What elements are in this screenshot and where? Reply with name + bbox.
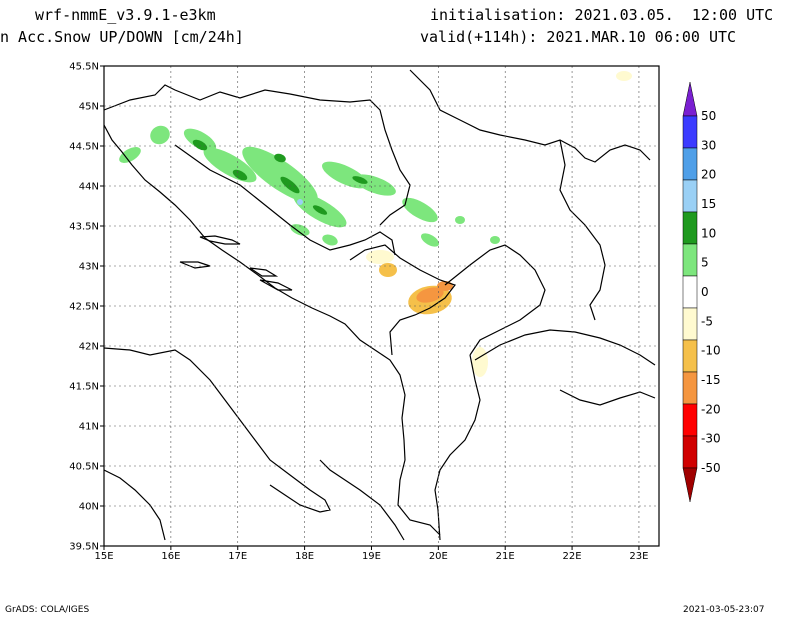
lon-tick-label: 22E [563,551,582,562]
lat-tick-label: 44N [79,182,99,193]
snow-patch-27 [437,281,453,291]
lat-tick-label: 45.5N [69,62,99,73]
border-serbia-bulgaria [559,139,606,321]
colorbar-label: 10 [701,226,716,240]
snow-patch-17 [312,205,328,215]
colorbar-label: -20 [701,402,721,416]
snow-patch-4 [242,146,318,204]
init-time: initialisation: 2021.03.05. 12:00 UTC [430,6,774,24]
snow-patch-20 [297,199,303,205]
colorbar-box [682,435,698,469]
colorbar-label: -10 [701,344,721,358]
coast-italy-heel [103,347,331,513]
border-montenegro [349,244,456,356]
colorbar-box [682,275,698,309]
snow-patch-26 [416,287,444,303]
snow-patches [119,71,632,377]
colorbar-label: 20 [701,168,716,182]
lon-tick-label: 16E [161,551,180,562]
grid-lines [104,66,659,546]
colorbar-box [682,403,698,437]
snow-patch-1 [150,125,170,145]
colorbar-label: 5 [701,256,709,270]
lat-tick-label: 39.5N [69,542,99,553]
border-macedonia-greece [474,329,656,366]
coastlines-borders [103,69,656,541]
colorbar-box [682,339,698,373]
snow-patch-19 [352,176,368,184]
island-4 [249,267,279,277]
lon-tick-label: 23E [629,551,648,562]
footer-timestamp: 2021-03-05-23:07 [683,605,765,615]
colorbar-label: 15 [701,197,716,211]
snow-patch-18 [274,153,286,163]
snow-patch-13 [290,224,310,236]
colorbar-box [682,371,698,405]
snow-patch-22 [472,347,488,377]
snow-patch-12 [322,234,338,246]
lat-tick-label: 42.5N [69,302,99,313]
lat-tick-label: 40.5N [69,462,99,473]
colorbar-box [682,115,698,149]
colorbar-box [682,179,698,213]
coast-greece-aegean [559,389,656,406]
snow-patch-23 [616,71,632,81]
lat-tick-label: 43.5N [69,222,99,233]
lat-tick-label: 41N [79,422,99,433]
colorbar-label: 30 [701,138,716,152]
border-bosnia-south [174,144,396,256]
model-title: wrf-nmmE_v3.9.1-e3km [35,6,216,24]
valid-time: valid(+114h): 2021.MAR.10 06:00 UTC [420,28,737,46]
snow-patch-11 [455,216,465,224]
border-kosovo [444,244,546,356]
footer-credit: GrADS: COLA/IGES [5,605,90,615]
border-albania-east [434,354,481,541]
coast-greece-west [319,459,405,541]
lon-tick-label: 19E [362,551,381,562]
snow-patch-8 [402,197,438,223]
colorbar-label: -30 [701,432,721,446]
border-croatia-bosnia [103,84,411,226]
coastline-adriatic-east [103,124,441,536]
lat-tick-label: 40N [79,502,99,513]
colorbar-label: 50 [701,109,716,123]
lon-tick-label: 18E [295,551,314,562]
snow-patch-9 [420,233,440,247]
snow-patch-10 [490,236,500,244]
snow-patch-16 [280,176,300,194]
lat-tick-label: 44.5N [69,142,99,153]
lat-tick-label: 41.5N [69,382,99,393]
colorbar-label: 0 [701,285,709,299]
island-2 [179,261,211,269]
snow-patch-25 [379,263,397,277]
border-serbia-east [409,69,651,163]
island-3 [259,279,293,291]
snow-patch-2 [183,128,217,152]
lat-tick-label: 45N [79,102,99,113]
lon-tick-label: 15E [94,551,113,562]
lon-tick-label: 21E [496,551,515,562]
snow-patch-14 [192,139,208,151]
colorbar-top-arrow [682,81,698,117]
snow-patch-15 [232,169,248,181]
colorbar-label: -15 [701,373,721,387]
colorbar-bottom-arrow [682,467,698,503]
lon-tick-label: 17E [228,551,247,562]
snow-patch-0 [119,147,141,163]
lat-tick-label: 42N [79,342,99,353]
lon-tick-label: 20E [429,551,448,562]
island-1 [199,235,241,245]
colorbar-box [682,307,698,341]
colorbar-label: -5 [701,314,713,328]
field-title: n Acc.Snow UP/DOWN [cm/24h] [0,28,244,46]
coast-italy-sole [103,469,166,541]
lat-tick-label: 43N [79,262,99,273]
colorbar-box [682,243,698,277]
colorbar-box [682,211,698,245]
snow-patch-21 [366,250,394,264]
colorbar-label: -50 [701,461,721,475]
colorbar-box [682,147,698,181]
